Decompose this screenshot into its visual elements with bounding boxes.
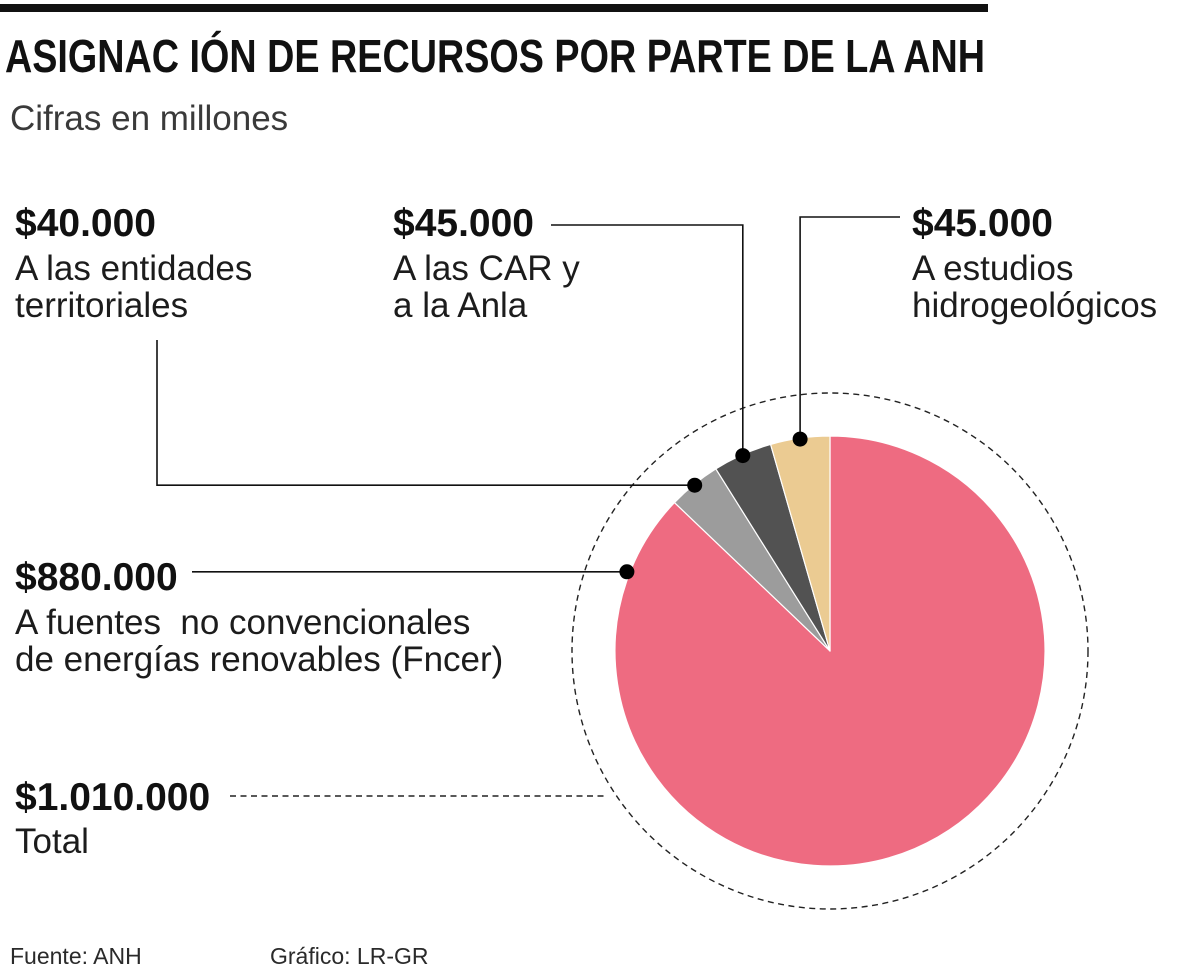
value-label: $40.000 [15,202,156,245]
leader-dot-2 [735,448,751,464]
leader-line-1 [156,340,695,487]
label-total: $1.010.000 Total [15,776,210,861]
leader-lines [156,216,900,580]
label-fncer: $880.000 A fuentes no convencionales de … [15,556,503,679]
value-label: $45.000 [393,202,534,245]
source-note: Fuente: ANH [10,943,142,969]
category-label-line: de energías renovables (Fncer) [15,640,503,679]
label-car-anla: $45.000 A las CAR y a la Anla [393,202,580,325]
category-label-line: A las CAR y [393,249,580,288]
value-label: $45.000 [912,202,1053,245]
value-label: $880.000 [15,556,178,599]
total-value-label: $1.010.000 [15,776,210,819]
pie-slices [614,435,1046,867]
category-label-line: A las entidades [15,249,252,288]
chart-title: ASIGNAC IÓN DE RECURSOS POR PARTE DE LA … [5,30,985,82]
label-entidades-territoriales: $40.000 A las entidades territoriales [15,202,252,325]
graphic-credit: Gráfico: LR-GR [270,943,428,969]
category-label-line: territoriales [15,286,188,325]
category-label-line: A estudios [912,249,1074,288]
chart-subtitle: Cifras en millones [10,99,288,138]
leader-dot-3 [792,431,808,447]
top-rule [0,4,988,12]
leader-line-3 [799,216,900,440]
label-estudios-hidrogeologicos: $45.000 A estudios hidrogeológicos [912,202,1157,325]
leader-dot-1 [687,477,703,493]
leader-dot-0 [619,564,635,580]
category-label-line: hidrogeológicos [912,286,1157,325]
total-label: Total [15,822,89,861]
category-label-line: a la Anla [393,286,528,325]
total-ring [571,392,1089,910]
category-label-line: A fuentes no convencionales [15,603,470,642]
leader-line-2 [551,224,744,456]
